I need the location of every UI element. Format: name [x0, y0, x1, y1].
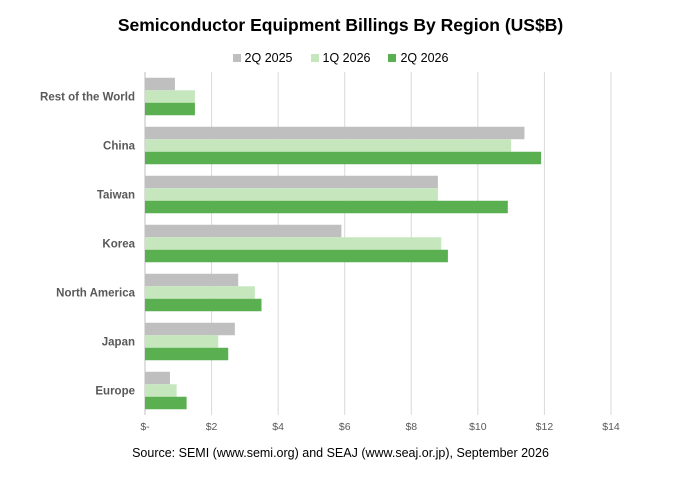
legend-label-1q-2026: 1Q 2026 [322, 51, 371, 65]
legend-label-2q-2025: 2Q 2025 [244, 51, 293, 65]
bar-japan-2q-2025 [145, 322, 235, 336]
legend-item-1q-2026: 1Q 2026 [310, 51, 371, 65]
x-tick-label-2: $4 [272, 421, 284, 433]
bar-taiwan-2q-2025 [145, 175, 438, 189]
x-tick-label-3: $6 [339, 421, 351, 433]
bar-china-2q-2025 [145, 126, 525, 140]
legend-label-2q-2026: 2Q 2026 [400, 51, 449, 65]
source-note: Source: SEMI (www.semi.org) and SEAJ (ww… [132, 446, 549, 460]
category-label-japan: Japan [102, 337, 135, 349]
bar-north-america-2q-2025 [145, 273, 239, 287]
category-label-north-america: North America [56, 288, 135, 300]
bar-north-america-2q-2026 [145, 298, 262, 312]
x-tick-label-7: $14 [602, 421, 620, 433]
bar-europe-2q-2025 [145, 371, 170, 385]
bar-rest-of-the-world-2q-2026 [145, 102, 195, 116]
chart-title: Semiconductor Equipment Billings By Regi… [117, 15, 564, 35]
bar-rest-of-the-world-1q-2026 [145, 90, 195, 103]
bar-taiwan-2q-2026 [145, 200, 508, 214]
bar-korea-2q-2025 [145, 224, 342, 238]
bar-japan-2q-2026 [145, 347, 229, 361]
bar-europe-2q-2026 [145, 396, 187, 410]
bar-korea-2q-2026 [145, 249, 448, 263]
legend-item-2q-2025: 2Q 2025 [232, 51, 293, 65]
legend-swatch-2q-2025 [232, 54, 241, 62]
category-label-korea: Korea [102, 239, 135, 251]
bar-north-america-1q-2026 [145, 286, 255, 299]
bar-japan-1q-2026 [145, 335, 219, 348]
x-tick-label-5: $10 [469, 421, 487, 433]
x-tick-label-0: $- [140, 421, 150, 433]
bar-china-1q-2026 [145, 139, 512, 152]
bar-korea-1q-2026 [145, 237, 442, 250]
bar-rest-of-the-world-2q-2025 [145, 77, 175, 91]
category-label-rest-of-the-world: Rest of the World [40, 92, 135, 104]
category-label-china: China [103, 141, 136, 153]
x-tick-label-6: $12 [536, 421, 554, 433]
bar-china-2q-2026 [145, 151, 542, 165]
category-label-taiwan: Taiwan [97, 190, 135, 202]
category-label-europe: Europe [95, 386, 135, 398]
bar-taiwan-1q-2026 [145, 188, 438, 201]
legend-swatch-2q-2026 [388, 54, 397, 62]
bar-europe-1q-2026 [145, 384, 177, 397]
x-tick-label-4: $8 [405, 421, 417, 433]
legend-item-2q-2026: 2Q 2026 [388, 51, 448, 65]
legend: 2Q 2025 1Q 2026 2Q 2026 [0, 51, 681, 65]
x-tick-label-1: $2 [206, 421, 218, 433]
legend-swatch-1q-2026 [310, 54, 319, 62]
